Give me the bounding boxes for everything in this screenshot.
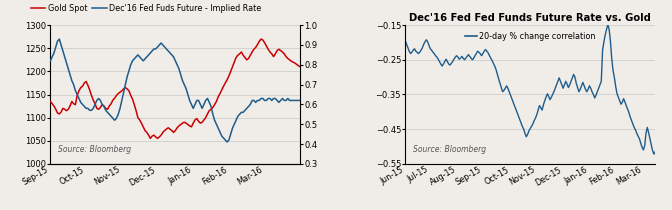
- Legend: 20-day % change correlation: 20-day % change correlation: [465, 32, 595, 41]
- Text: Source: Bloomberg: Source: Bloomberg: [58, 145, 131, 154]
- Title: Dec'16 Fed Fed Funds Future Rate vs. Gold: Dec'16 Fed Fed Funds Future Rate vs. Gol…: [409, 13, 651, 23]
- Legend: Gold Spot, Dec'16 Fed Fuds Future - Implied Rate: Gold Spot, Dec'16 Fed Fuds Future - Impl…: [31, 4, 261, 13]
- Text: Source: Bloomberg: Source: Bloomberg: [413, 145, 486, 154]
